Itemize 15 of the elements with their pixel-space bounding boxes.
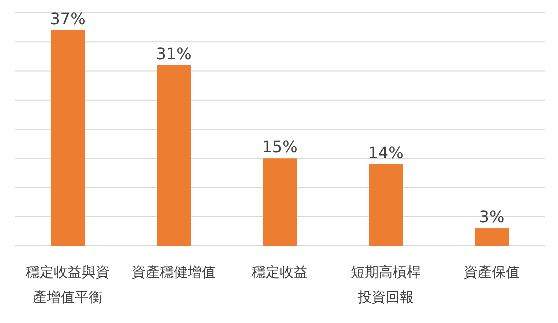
data-label: 31% (156, 44, 192, 64)
bar (475, 228, 509, 246)
bar (369, 164, 403, 246)
bar (51, 30, 85, 246)
x-tick-label: 穩定收益 (252, 265, 308, 281)
x-tick-label: 資產穩健增值 (132, 265, 216, 281)
x-tick-label: 穩定收益與資產增值平衡 (26, 265, 110, 306)
x-tick-label: 資產保值 (464, 265, 520, 281)
data-label: 3% (479, 208, 505, 227)
data-label: 14% (368, 143, 404, 162)
bar (157, 65, 191, 246)
data-label: 15% (262, 138, 298, 157)
bar (263, 158, 297, 246)
data-label: 37% (50, 9, 86, 28)
x-tick-label: 短期高槓桿投資回報 (351, 265, 421, 306)
